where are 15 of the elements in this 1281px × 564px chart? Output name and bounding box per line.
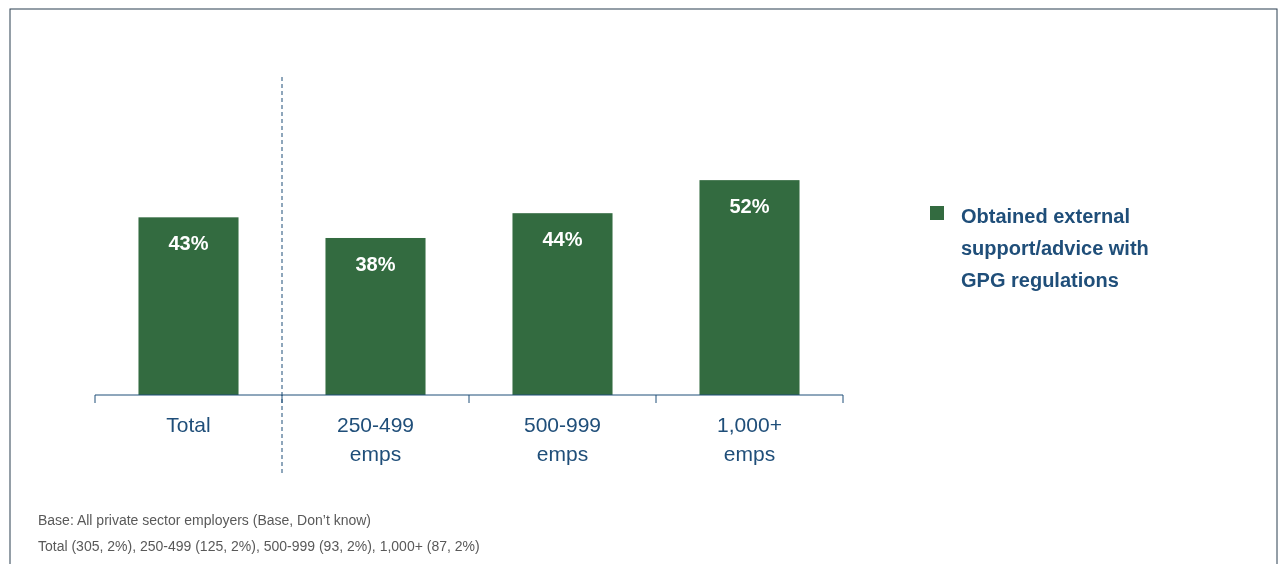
bar xyxy=(138,217,239,395)
text: Total (305, 2%), 250-499 (125, 2%), 500-999 (93, 2%), 1,000+ (87, 2%) xyxy=(38,538,480,554)
data-label: 52% xyxy=(729,195,770,218)
x-tick-label: 500-999 emps xyxy=(523,413,602,465)
bar xyxy=(512,213,613,395)
bar xyxy=(699,180,800,395)
data-label: 44% xyxy=(542,228,583,251)
x-tick-label: Total xyxy=(166,413,211,436)
legend-label: Obtained external support/advice with GPG regulations xyxy=(961,205,1149,291)
x-tick-label: 250-499 emps xyxy=(336,413,415,465)
text: Base: All private sector employers (Base, Don’t know) xyxy=(38,512,372,528)
bar xyxy=(325,237,426,395)
data-label: 38% xyxy=(355,252,396,275)
data-label: 43% xyxy=(168,232,209,255)
x-tick-label: 1,000+ emps xyxy=(717,413,782,465)
